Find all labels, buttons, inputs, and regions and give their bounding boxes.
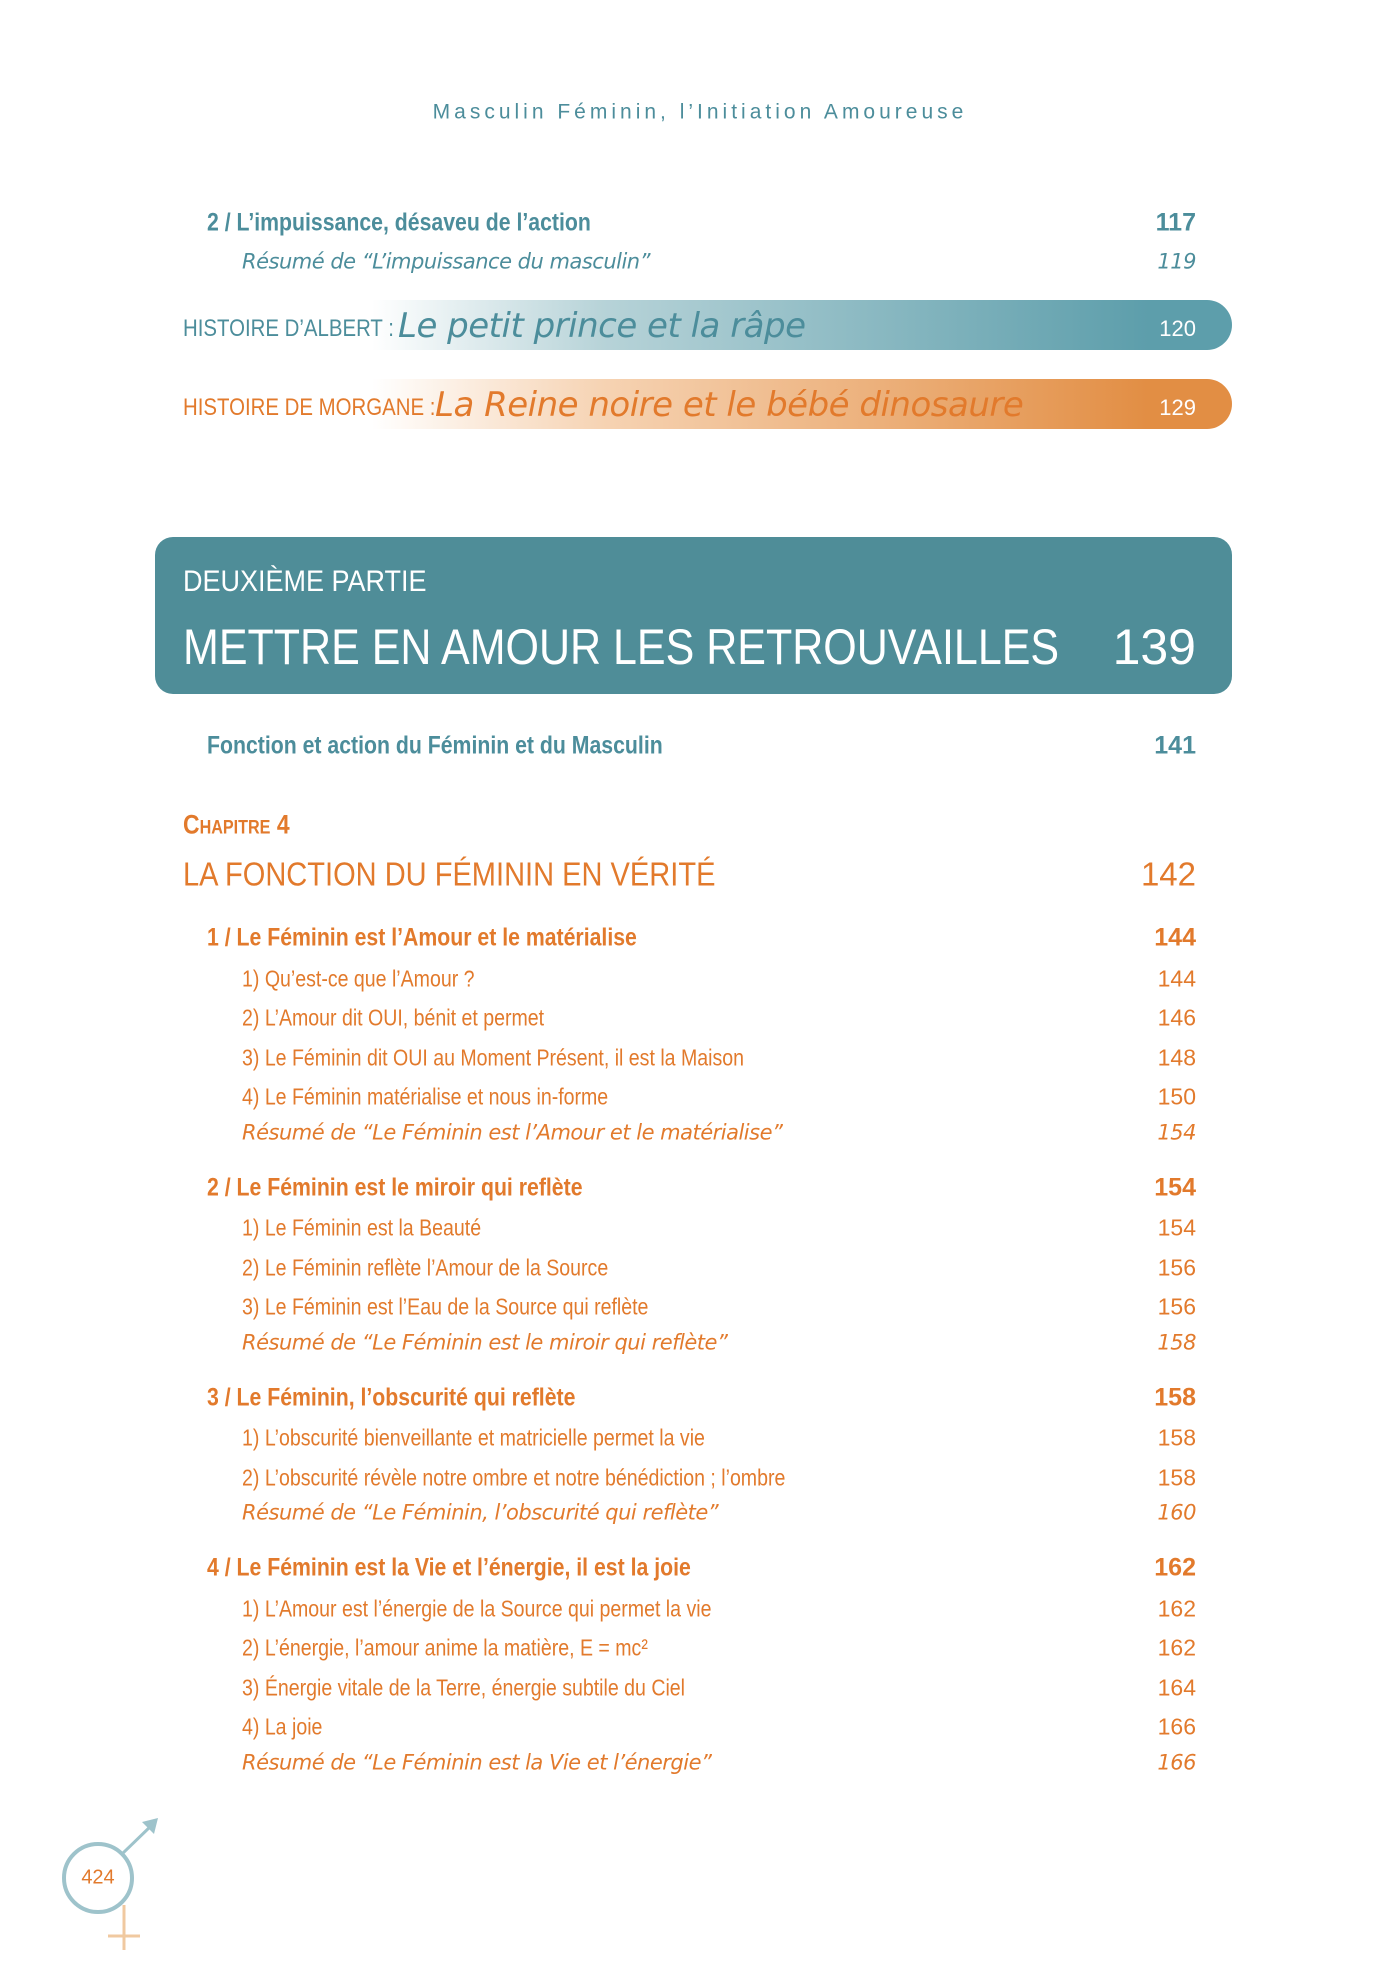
mars-circle <box>62 1842 134 1914</box>
item-page: 158 <box>1157 1424 1196 1451</box>
intro-title: Fonction et action du Féminin et du Masc… <box>207 731 663 760</box>
section-page: 144 <box>1154 923 1196 952</box>
item-title: 1) Qu’est-ce que l’Amour ? <box>242 965 475 992</box>
section-title: 1 / Le Féminin est l’Amour et le matéria… <box>207 923 637 952</box>
item-title: 2) L’énergie, l’amour anime la matière, … <box>242 1634 648 1661</box>
entry-title: 2 / L’impuissance, désaveu de l’action <box>207 208 591 237</box>
summary-page: 166 <box>1157 1750 1196 1775</box>
part-box <box>155 537 1232 694</box>
item-title: 2) L’Amour dit OUI, bénit et permet <box>242 1004 545 1031</box>
section-page: 158 <box>1154 1383 1196 1411</box>
summary-page: 119 <box>1157 249 1196 274</box>
summary-title: Résumé de “L’impuissance du masculin” <box>242 249 650 274</box>
item-title: 3) Énergie vitale de la Terre, énergie s… <box>242 1674 686 1701</box>
intro-page: 141 <box>1154 731 1196 760</box>
mars-arrow <box>120 1822 155 1856</box>
story-band <box>183 379 1232 429</box>
item-page: 150 <box>1157 1083 1196 1110</box>
item-title: 3) Le Féminin est l’Eau de la Source qui… <box>242 1293 649 1320</box>
running-title: Masculin Féminin, l’Initiation Amoureuse <box>432 100 968 124</box>
section-title: 3 / Le Féminin, l’obscurité qui reflète <box>207 1383 576 1411</box>
story-label: HISTOIRE D’ALBERT : <box>183 315 394 342</box>
item-page: 166 <box>1157 1713 1196 1740</box>
chapter-label: Chapitre 4 <box>183 809 290 840</box>
summary-page: 160 <box>1157 1500 1196 1525</box>
item-title: 4) Le Féminin matérialise et nous in-for… <box>242 1083 609 1110</box>
page-badge: 424 <box>62 1818 158 1950</box>
item-page: 158 <box>1157 1464 1196 1491</box>
chapter-title: LA FONCTION DU FÉMININ EN VÉRITÉ <box>183 855 716 893</box>
item-page: 148 <box>1157 1044 1196 1071</box>
story-page: 120 <box>1159 316 1196 341</box>
item-title: 1) Le Féminin est la Beauté <box>242 1214 482 1241</box>
summary-title: Résumé de “Le Féminin, l’obscurité qui r… <box>242 1500 719 1525</box>
item-title: 1) L’obscurité bienveillante et matricie… <box>242 1424 705 1451</box>
item-title: 4) La joie <box>242 1713 323 1740</box>
item-page: 146 <box>1157 1004 1196 1031</box>
section-page: 154 <box>1154 1173 1196 1201</box>
part-page: 139 <box>1112 619 1196 675</box>
story-title: Le petit prince et la râpe <box>398 306 806 346</box>
item-title: 3) Le Féminin dit OUI au Moment Présent,… <box>242 1044 744 1071</box>
story-page: 129 <box>1159 395 1196 420</box>
summary-page: 158 <box>1157 1330 1196 1355</box>
section-title: 2 / Le Féminin est le miroir qui reflète <box>207 1173 583 1201</box>
item-page: 164 <box>1157 1674 1196 1701</box>
item-title: 1) L’Amour est l’énergie de la Source qu… <box>242 1595 712 1622</box>
story-label: HISTOIRE DE MORGANE : <box>183 394 436 421</box>
page-number: 424 <box>81 1866 114 1888</box>
item-title: 2) Le Féminin reflète l’Amour de la Sour… <box>242 1254 609 1281</box>
item-page: 144 <box>1157 965 1196 992</box>
item-page: 162 <box>1157 1595 1196 1622</box>
summary-title: Résumé de “Le Féminin est le miroir qui … <box>242 1330 728 1355</box>
chapter-page: 142 <box>1140 855 1196 893</box>
summary-title: Résumé de “Le Féminin est la Vie et l’én… <box>242 1750 712 1775</box>
section-page: 162 <box>1154 1553 1196 1582</box>
story-band <box>183 300 1232 350</box>
mars-head <box>142 1818 158 1834</box>
item-title: 2) L’obscurité révèle notre ombre et not… <box>242 1464 786 1491</box>
item-page: 154 <box>1157 1214 1196 1241</box>
item-page: 156 <box>1157 1293 1196 1320</box>
summary-page: 154 <box>1157 1120 1196 1145</box>
part-title: METTRE EN AMOUR LES RETROUVAILLES <box>183 619 1060 675</box>
item-page: 156 <box>1157 1254 1196 1281</box>
part-label: DEUXIÈME PARTIE <box>183 565 427 598</box>
item-page: 162 <box>1157 1634 1196 1661</box>
section-title: 4 / Le Féminin est la Vie et l’énergie, … <box>207 1553 691 1582</box>
story-title: La Reine noire et le bébé dinosaure <box>435 385 1024 425</box>
entry-page: 117 <box>1155 208 1196 237</box>
summary-title: Résumé de “Le Féminin est l’Amour et le … <box>242 1120 783 1145</box>
